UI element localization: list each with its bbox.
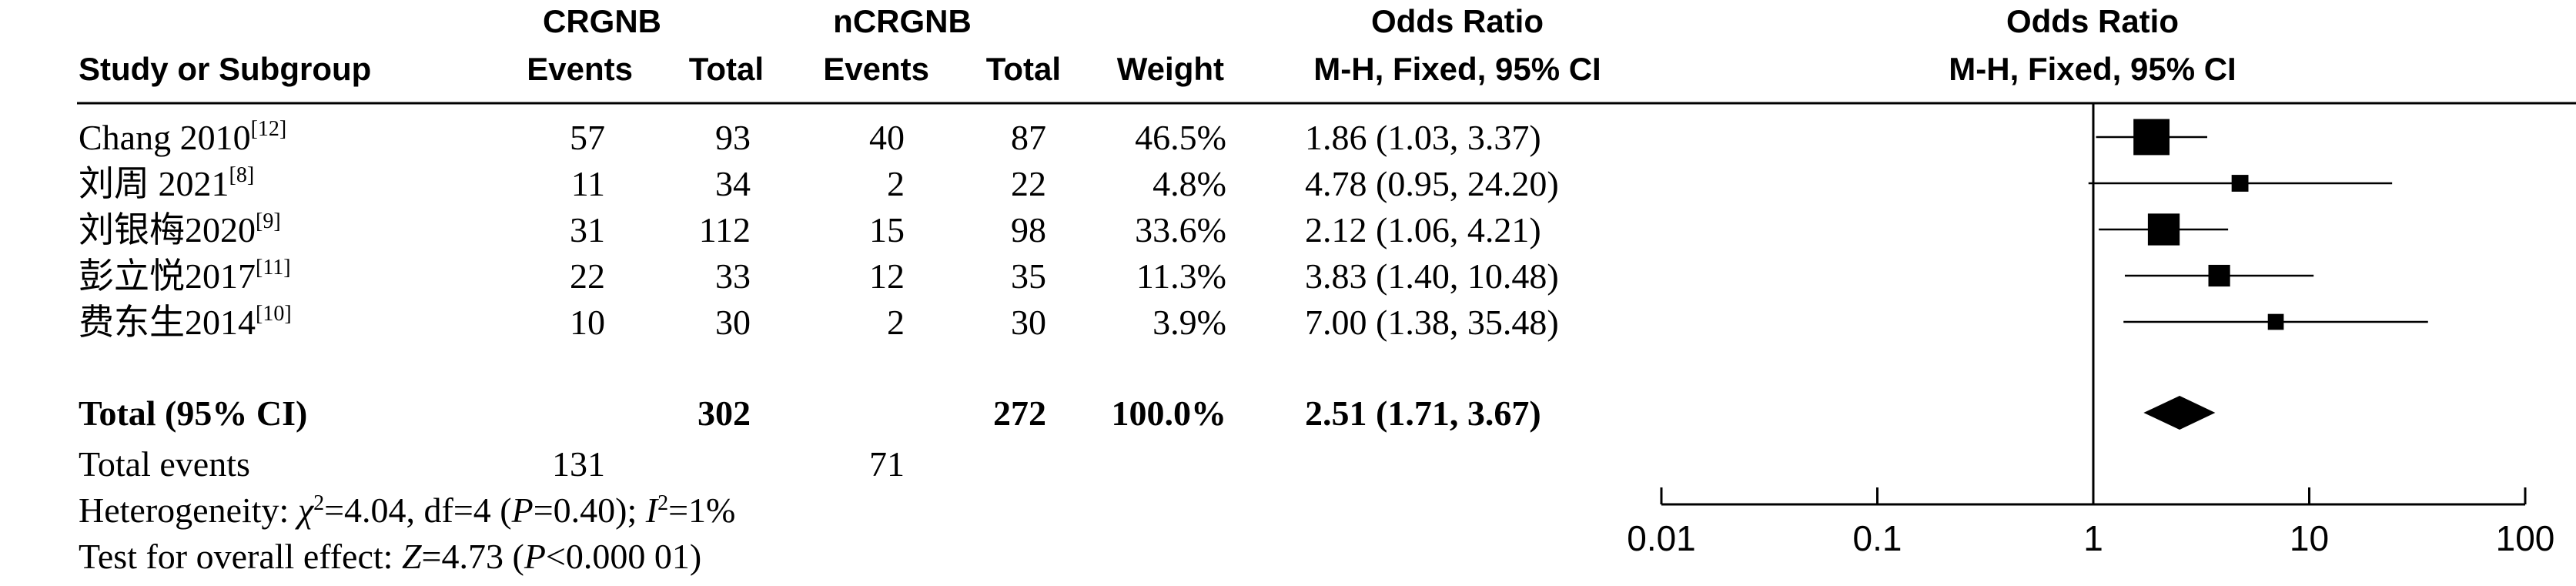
table-row: 刘周 2021[8] 11 34 2 22 4.8% 4.78 (0.95, 2… <box>79 163 1559 203</box>
events2-cell: 2 <box>887 303 905 342</box>
study-estimate-marker <box>2267 313 2284 330</box>
study-name: 费东生2014[10] <box>79 302 292 342</box>
total2-cell: 87 <box>1011 118 1046 157</box>
total1-cell: 302 <box>698 393 751 433</box>
table-row: Chang 2010[12] 57 93 40 87 46.5% 1.86 (1… <box>79 117 1541 157</box>
x-tick-label: 0.1 <box>1853 518 1902 558</box>
plot-method-header: M-H, Fixed, 95% CI <box>1949 51 2236 87</box>
heterogeneity-text: Heterogeneity: χ2=4.04, df=4 (P=0.40); I… <box>79 491 735 530</box>
total2-header: Total <box>986 51 1061 87</box>
events2-cell: 40 <box>869 118 905 157</box>
total1-cell: 112 <box>699 210 751 249</box>
study-name: 刘周 2021[8] <box>79 163 254 203</box>
study-header: Study or Subgroup <box>79 51 371 87</box>
total1-cell: 34 <box>715 164 751 203</box>
plot-title: Odds Ratio <box>2006 3 2179 39</box>
total2-cell: 272 <box>993 393 1046 433</box>
events1-cell: 10 <box>570 303 605 342</box>
weight-cell: 3.9% <box>1153 303 1226 342</box>
events1-header: Events <box>527 51 633 87</box>
study-name: Chang 2010[12] <box>79 117 286 157</box>
total1-cell: 93 <box>715 118 751 157</box>
pooled-estimate-diamond <box>2143 396 2216 430</box>
study-estimate-marker <box>2133 119 2170 156</box>
events1-cell: 11 <box>571 164 605 203</box>
plot-area: 0.01 0.1 1 10 100 <box>1627 103 2554 558</box>
total2-cell: 22 <box>1011 164 1046 203</box>
table-row: 刘银梅2020[9] 31 112 15 98 33.6% 2.12 (1.06… <box>79 209 1541 249</box>
total2-cell: 30 <box>1011 303 1046 342</box>
weight-cell: 46.5% <box>1135 118 1226 157</box>
x-tick-label: 10 <box>2290 518 2329 558</box>
weight-cell: 4.8% <box>1153 164 1226 203</box>
total1-header: Total <box>689 51 764 87</box>
events1-cell: 31 <box>570 210 605 249</box>
group1-header: CRGNB <box>543 3 661 39</box>
total-events2-cell: 71 <box>869 444 905 484</box>
or-method-header: M-H, Fixed, 95% CI <box>1313 51 1601 87</box>
table-header: CRGNB nCRGNB Odds Ratio Odds Ratio Study… <box>79 3 2236 87</box>
events2-cell: 15 <box>869 210 905 249</box>
or-column-title: Odds Ratio <box>1371 3 1544 39</box>
total-row: Total (95% CI) 302 272 100.0% 2.51 (1.71… <box>79 393 1541 433</box>
weight-cell: 33.6% <box>1135 210 1226 249</box>
table-row: 彭立悦2017[11] 22 33 12 35 11.3% 3.83 (1.40… <box>79 256 1559 296</box>
total-weight-cell: 100.0% <box>1112 393 1227 433</box>
study-reference: [11] <box>256 256 291 280</box>
events2-cell: 2 <box>887 164 905 203</box>
total1-cell: 33 <box>715 256 751 296</box>
or-ci-cell: 1.86 (1.03, 3.37) <box>1305 118 1541 157</box>
study-reference: [9] <box>256 209 281 233</box>
total1-cell: 30 <box>715 303 751 342</box>
total2-cell: 98 <box>1011 210 1046 249</box>
x-tick-label: 100 <box>2496 518 2555 558</box>
study-estimate-marker <box>2231 175 2249 192</box>
events2-cell: 12 <box>869 256 905 296</box>
weight-header: Weight <box>1117 51 1224 87</box>
or-ci-cell: 7.00 (1.38, 35.48) <box>1305 303 1559 342</box>
table-row: 费东生2014[10] 10 30 2 30 3.9% 7.00 (1.38, … <box>79 302 1559 342</box>
study-estimate-marker <box>2147 213 2180 246</box>
weight-cell: 11.3% <box>1136 256 1226 296</box>
x-tick-label: 0.01 <box>1627 518 1696 558</box>
or-ci-cell: 3.83 (1.40, 10.48) <box>1305 256 1559 296</box>
overall-effect-text: Test for overall effect: Z=4.73 (P<0.000… <box>79 537 701 576</box>
or-ci-cell: 4.78 (0.95, 24.20) <box>1305 164 1559 203</box>
total-events1-cell: 131 <box>552 444 605 484</box>
x-tick-label: 1 <box>2083 518 2103 558</box>
pooled-or-ci-cell: 2.51 (1.71, 3.67) <box>1305 393 1541 433</box>
total-events-label: Total events <box>79 444 250 484</box>
events2-header: Events <box>823 51 929 87</box>
total2-cell: 35 <box>1011 256 1046 296</box>
events1-cell: 22 <box>570 256 605 296</box>
group2-header: nCRGNB <box>833 3 972 39</box>
study-estimate-marker <box>2208 264 2230 287</box>
study-reference: [10] <box>256 302 292 326</box>
study-name: 彭立悦2017[11] <box>79 256 291 296</box>
events1-cell: 57 <box>570 118 605 157</box>
study-rows: Chang 2010[12] 57 93 40 87 46.5% 1.86 (1… <box>79 117 1559 342</box>
study-name: 刘银梅2020[9] <box>79 209 281 249</box>
or-ci-cell: 2.12 (1.06, 4.21) <box>1305 210 1541 249</box>
study-reference: [8] <box>229 163 255 187</box>
study-reference: [12] <box>251 117 287 141</box>
total-events-row: Total events 131 71 <box>79 444 905 484</box>
total-label: Total (95% CI) <box>79 393 307 433</box>
